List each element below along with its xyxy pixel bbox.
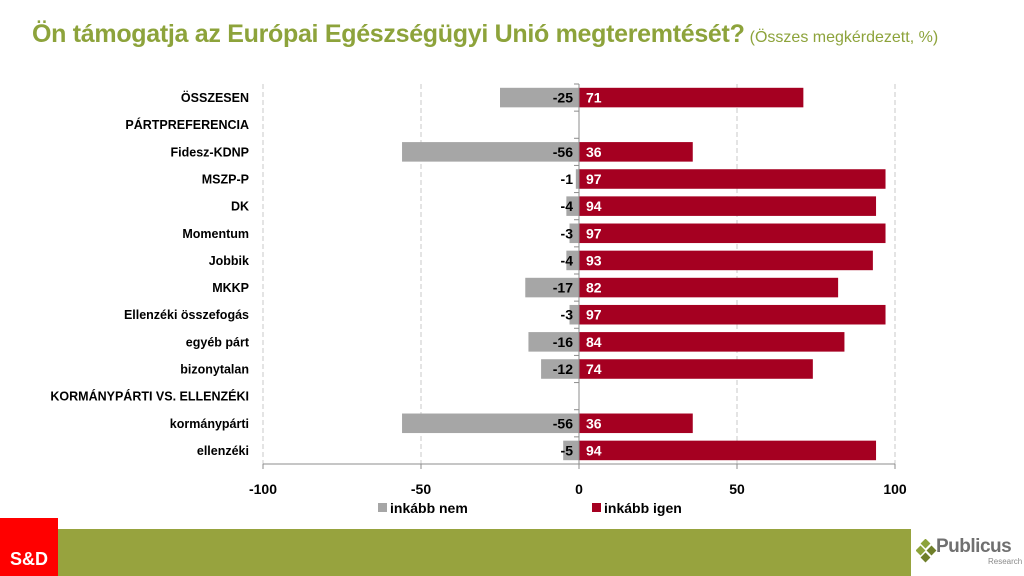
x-tick-label: -50 xyxy=(411,481,431,497)
category-labels: ÖSSZESEN PÁRTPREFERENCIA Fidesz-KDNP MSZP-P… xyxy=(50,90,249,458)
value-label-igen: 94 xyxy=(586,442,602,458)
value-label-igen: 36 xyxy=(586,415,602,431)
value-label-nem: -3 xyxy=(561,225,574,241)
x-tick-label: -100 xyxy=(249,481,277,497)
category-label: PÁRTPREFERENCIA xyxy=(125,117,249,132)
bar-inkabb-igen xyxy=(579,87,804,108)
gridlines xyxy=(262,84,896,464)
bar-inkabb-nem xyxy=(569,223,579,244)
bar-inkabb-igen xyxy=(579,359,813,379)
bar-inkabb-nem xyxy=(528,332,579,352)
publicus-research: Research xyxy=(988,557,1023,566)
value-label-nem: -12 xyxy=(553,361,573,377)
sd-logo: S&D xyxy=(0,518,58,576)
bar-inkabb-nem xyxy=(402,413,579,434)
bar-inkabb-igen xyxy=(579,169,886,189)
value-label-nem: -17 xyxy=(553,280,573,296)
legend-label-inkabb-nem: inkább nem xyxy=(390,500,468,516)
category-label: Jobbik xyxy=(209,254,249,268)
publicus-diamond-icon xyxy=(916,539,937,563)
bar-inkabb-nem xyxy=(500,87,579,108)
category-label: bizonytalan xyxy=(180,363,249,377)
bar-inkabb-igen xyxy=(579,196,877,216)
value-label-igen: 36 xyxy=(586,144,602,160)
bar-inkabb-nem xyxy=(566,196,579,216)
value-label-igen: 82 xyxy=(586,280,602,296)
category-label: egyéb párt xyxy=(186,335,250,349)
category-label: Fidesz-KDNP xyxy=(171,145,249,159)
bar-inkabb-igen xyxy=(579,413,693,434)
value-label-nem: -5 xyxy=(561,442,574,458)
publicus-name: Publicus xyxy=(936,536,1012,557)
value-label-igen: 93 xyxy=(586,252,602,268)
legend-swatch-inkabb-igen xyxy=(592,503,601,512)
value-labels: -25 71 -56 36 -1 97 -4 94 -3 97 -4 93 -17 82 -3 97 -16 84… xyxy=(553,90,602,459)
value-label-nem: -4 xyxy=(561,198,574,214)
bar-inkabb-igen xyxy=(579,440,877,461)
x-tick-label: 50 xyxy=(729,481,745,497)
value-label-igen: 97 xyxy=(586,225,602,241)
bar-inkabb-nem xyxy=(402,142,579,162)
category-label: MKKP xyxy=(212,281,249,295)
bar-inkabb-nem xyxy=(569,304,579,325)
x-tick-label: 0 xyxy=(575,481,583,497)
category-label: MSZP-P xyxy=(202,173,249,187)
value-label-igen: 97 xyxy=(586,307,602,323)
bar-inkabb-igen xyxy=(579,332,845,352)
category-label: KORMÁNYPÁRTI VS. ELLENZÉKI xyxy=(50,389,249,404)
legend-swatch-inkabb-nem xyxy=(378,503,387,512)
bar-inkabb-igen xyxy=(579,223,886,244)
value-label-igen: 71 xyxy=(586,90,602,106)
legend-label-inkabb-igen: inkább igen xyxy=(604,500,682,516)
category-label: kormánypárti xyxy=(170,417,249,431)
bar-inkabb-nem xyxy=(541,359,579,379)
value-label-nem: -1 xyxy=(561,171,574,187)
x-tick-label: 100 xyxy=(883,481,907,497)
value-label-nem: -16 xyxy=(553,334,573,350)
value-label-nem: -56 xyxy=(553,144,573,160)
bar-inkabb-nem xyxy=(575,169,579,189)
bar-inkabb-igen xyxy=(579,142,693,162)
value-label-igen: 97 xyxy=(586,171,602,187)
value-label-igen: 84 xyxy=(586,334,602,350)
title-subtitle: (Összes megkérdezett, %) xyxy=(749,29,939,46)
bar-inkabb-nem xyxy=(566,250,579,271)
legend: inkább nem inkább igen xyxy=(378,500,682,516)
footer-bar xyxy=(58,529,911,576)
bar-inkabb-igen xyxy=(579,250,873,271)
value-label-igen: 74 xyxy=(586,361,602,377)
value-label-nem: -3 xyxy=(561,307,574,323)
category-label: ellenzéki xyxy=(197,444,249,458)
value-label-igen: 94 xyxy=(586,198,602,214)
bar-inkabb-nem xyxy=(525,277,579,298)
tick-labels: -100 -50 0 50 100 xyxy=(249,481,907,497)
value-label-nem: -25 xyxy=(553,90,573,106)
value-label-nem: -56 xyxy=(553,415,573,431)
chart-title: Ön támogatja az Európai Egészségügyi Uni… xyxy=(32,20,938,49)
publicus-logo: Publicus Research xyxy=(914,536,1024,572)
category-label: Ellenzéki összefogás xyxy=(124,308,249,322)
bar-inkabb-nem xyxy=(563,440,579,461)
title-main: Ön támogatja az Európai Egészségügyi Uni… xyxy=(32,20,745,48)
axes xyxy=(262,83,896,469)
value-label-nem: -4 xyxy=(561,252,574,268)
bar-inkabb-igen xyxy=(579,304,886,325)
bars xyxy=(402,87,886,461)
category-label: ÖSSZESEN xyxy=(181,90,249,105)
category-label: DK xyxy=(231,200,249,214)
bar-inkabb-igen xyxy=(579,277,839,298)
category-label: Momentum xyxy=(182,227,249,241)
